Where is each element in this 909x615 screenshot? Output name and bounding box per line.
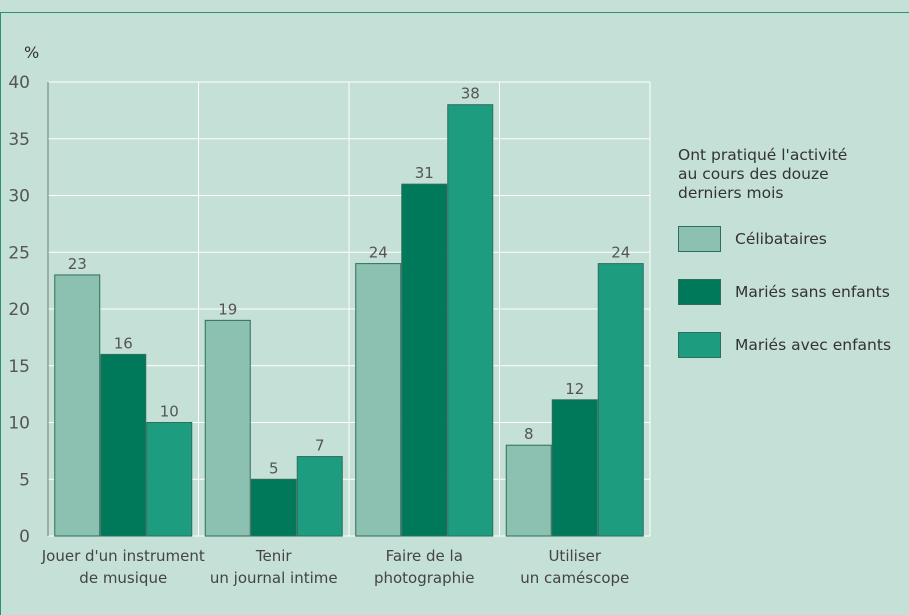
value-label-2-1: 31 [415,164,434,182]
bar-2-0 [355,263,402,537]
y-tick-label-20: 20 [8,300,30,320]
value-label-0-2: 10 [160,403,179,421]
value-labels: 23 16 10 19 5 7 24 31 38 8 12 24 [68,85,631,478]
value-label-1-2: 7 [315,437,325,455]
bar-0-2 [146,422,193,537]
y-tick-label-40: 40 [8,73,30,93]
x-category-label-line: un journal intime [210,569,338,587]
legend-items: Célibataires Mariés sans enfants Mariés av… [678,225,908,359]
legend-label: Mariés avec enfants [735,336,892,354]
x-category-label-2: Faire de la photographie [374,547,475,587]
y-tick-label-10: 10 [8,414,30,434]
x-category-label-line: Tenir [255,547,293,565]
legend: Ont pratiqué l'activité au cours des dou… [678,146,908,384]
value-label-3-1: 12 [565,380,584,398]
bar-chart: 0 5 10 15 20 25 30 35 40 23 16 10 19 5 7 24 31 38 8 12 24 J… [8,43,651,587]
bar-2-1 [401,183,448,537]
legend-item-0: Célibataires [678,225,908,253]
bar-3-1 [551,399,598,537]
legend-label: Célibataires [735,230,827,248]
y-tick-label-5: 5 [19,470,30,490]
x-category-label-0: Jouer d'un instrument de musique [41,547,205,587]
legend-swatch [678,226,721,252]
x-category-label-line: un caméscope [520,569,629,587]
x-category-label-line: Faire de la [386,547,463,565]
value-label-1-1: 5 [269,459,279,477]
legend-item-1: Mariés sans enfants [678,278,908,306]
bar-1-1 [250,478,297,537]
y-tick-label-30: 30 [8,187,30,207]
x-category-label-line: Jouer d'un instrument [41,547,205,565]
x-category-label-1: Tenir un journal intime [210,547,338,587]
value-label-2-0: 24 [369,244,388,262]
value-label-3-2: 24 [611,244,630,262]
legend-item-2: Mariés avec enfants [678,331,908,359]
y-tick-label-15: 15 [8,357,30,377]
value-label-1-0: 19 [218,300,237,318]
bar-3-0 [505,444,552,537]
y-tick-label-0: 0 [19,527,30,547]
bar-1-2 [296,456,343,537]
bars [54,104,644,537]
bar-0-1 [100,353,147,537]
value-label-0-1: 16 [114,334,133,352]
bar-2-2 [447,104,494,537]
chart-frame [0,12,909,615]
y-axis: 0 5 10 15 20 25 30 35 40 [8,73,49,547]
legend-swatch [678,279,721,305]
legend-swatch [678,332,721,358]
bar-3-2 [597,263,644,537]
y-tick-label-25: 25 [8,243,30,263]
x-category-label-line: photographie [374,569,475,587]
x-category-label-line: de musique [79,569,167,587]
y-axis-unit-label: % [24,43,39,62]
legend-label: Mariés sans enfants [735,283,890,301]
value-label-0-0: 23 [68,255,87,273]
legend-title: Ont pratiqué l'activité au cours des dou… [678,146,848,202]
value-label-3-0: 8 [524,425,534,443]
bar-1-0 [204,319,251,537]
x-category-label-line: Utiliser [548,547,601,565]
x-category-label-3: Utiliser un caméscope [520,547,629,587]
bar-0-0 [54,274,101,537]
value-label-2-2: 38 [461,85,480,103]
y-tick-label-35: 35 [8,130,30,150]
x-axis-labels: Jouer d'un instrument de musique Tenir un j… [41,547,630,587]
